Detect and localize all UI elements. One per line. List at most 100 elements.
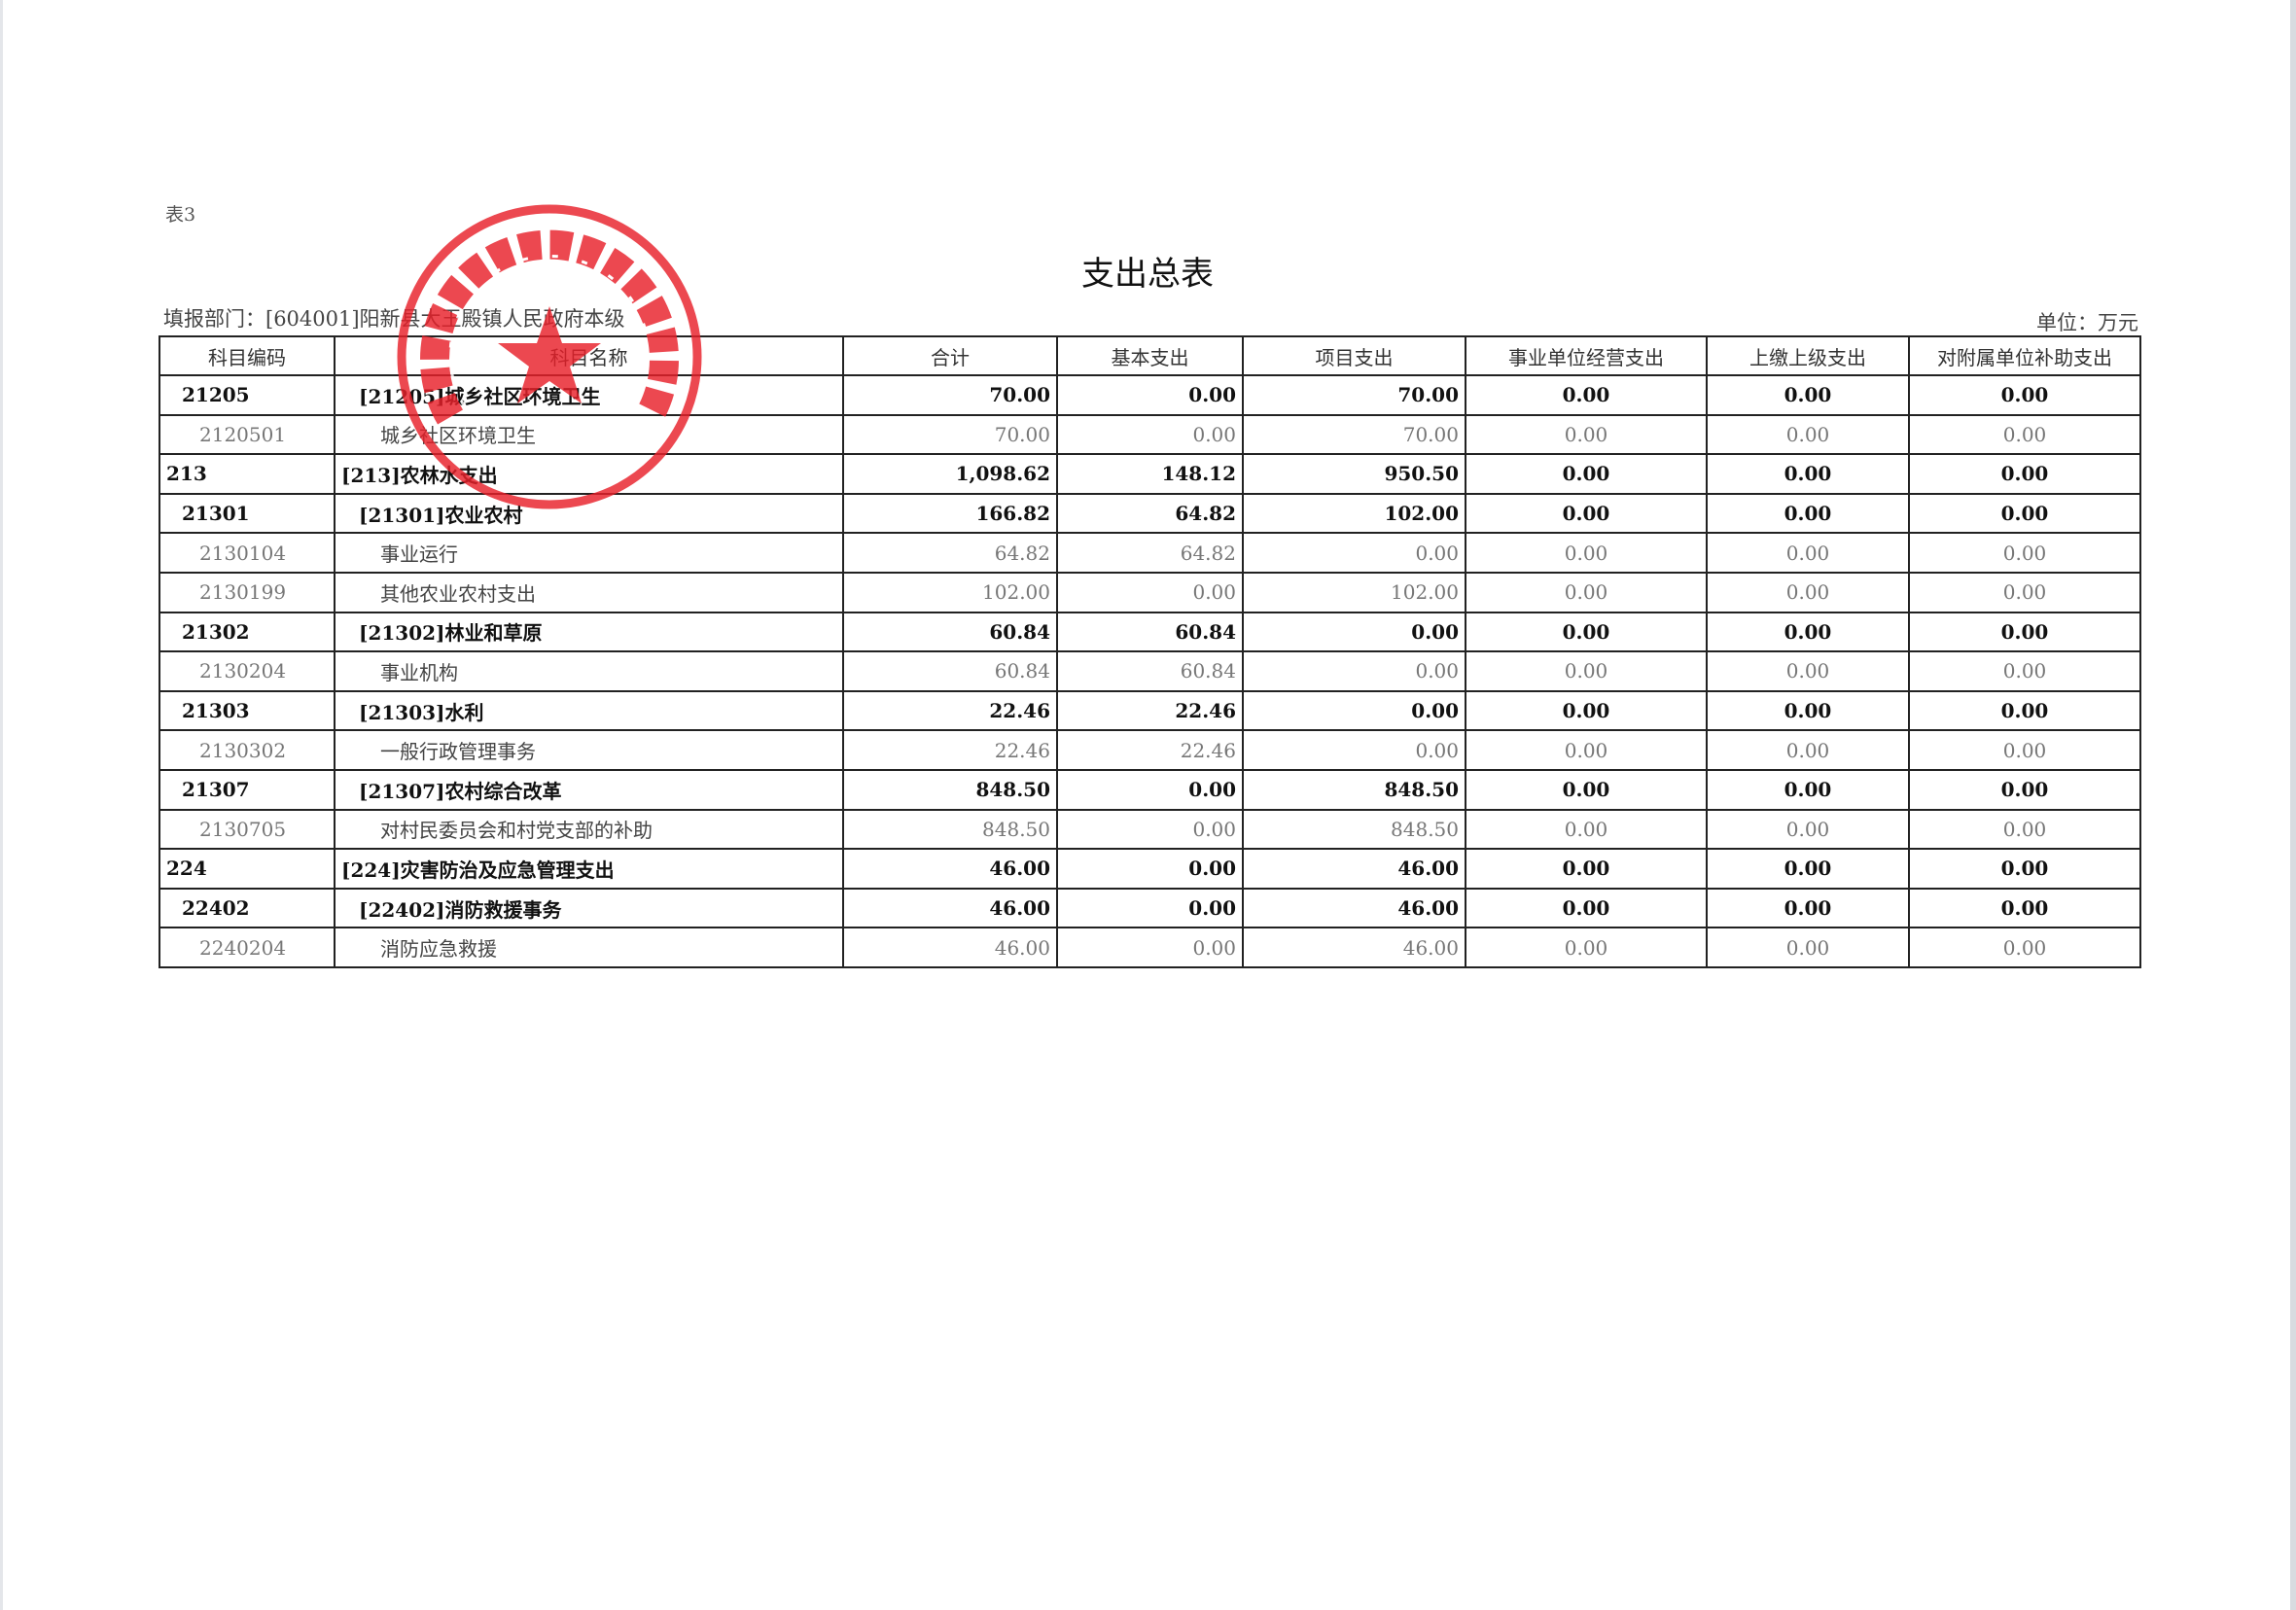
cell-project: 0.00: [1242, 611, 1466, 653]
cell-biz: 0.00: [1465, 768, 1708, 811]
cell-basic: 60.84: [1056, 611, 1244, 653]
header-basic: 基本支出: [1056, 335, 1244, 376]
cell-sub: 0.00: [1908, 453, 2141, 495]
table-number: 表3: [165, 204, 196, 226]
cell-basic: 0.00: [1056, 848, 1244, 890]
cell-total: 166.82: [842, 492, 1058, 535]
cell-basic: 60.84: [1056, 650, 1244, 692]
table-row: 2130104 事业运行 64.82 64.82 0.00 0.00 0.00 0.00: [159, 532, 2141, 574]
cell-sub: 0.00: [1908, 887, 2141, 929]
cell-code: 2130302: [159, 729, 336, 771]
cell-upper: 0.00: [1706, 611, 1910, 653]
cell-name: [21307]农村综合改革: [334, 768, 844, 811]
cell-sub: 0.00: [1908, 650, 2141, 692]
title-text: 支出总表: [1081, 255, 1214, 294]
cell-sub: 0.00: [1908, 729, 2141, 771]
cell-name: 对村民委员会和村党支部的补助: [334, 808, 844, 851]
cell-upper: 0.00: [1706, 453, 1910, 495]
cell-project: 70.00: [1242, 413, 1466, 456]
cell-total: 848.50: [842, 768, 1058, 811]
cell-basic: 0.00: [1056, 571, 1244, 613]
cell-name: [21303]水利: [334, 689, 844, 732]
cell-upper: 0.00: [1706, 492, 1910, 535]
cell-total: 46.00: [842, 927, 1058, 968]
cell-sub: 0.00: [1908, 532, 2141, 574]
cell-sub: 0.00: [1908, 689, 2141, 732]
header-name: 科目名称: [334, 335, 844, 376]
cell-total: 22.46: [842, 729, 1058, 771]
scan-edge: [0, 0, 3, 1610]
cell-name: 消防应急救援: [334, 927, 844, 968]
cell-basic: 148.12: [1056, 453, 1244, 495]
table-row: 2130204 事业机构 60.84 60.84 0.00 0.00 0.00 0.00: [159, 650, 2141, 692]
cell-total: 60.84: [842, 611, 1058, 653]
cell-upper: 0.00: [1706, 729, 1910, 771]
cell-total: 60.84: [842, 650, 1058, 692]
header-project: 项目支出: [1242, 335, 1466, 376]
cell-upper: 0.00: [1706, 571, 1910, 613]
cell-sub: 0.00: [1908, 768, 2141, 811]
cell-name: 其他农业农村支出: [334, 571, 844, 613]
cell-basic: 0.00: [1056, 768, 1244, 811]
cell-code: 21307: [159, 768, 336, 811]
table-row: 213 [213]农林水支出 1,098.62 148.12 950.50 0.00 0.0…: [159, 453, 2141, 495]
cell-basic: 0.00: [1056, 808, 1244, 851]
cell-project: 0.00: [1242, 650, 1466, 692]
table-row: 2130302 一般行政管理事务 22.46 22.46 0.00 0.00 0.00 0.0…: [159, 729, 2141, 771]
header-upper: 上缴上级支出: [1706, 335, 1910, 376]
cell-project: 46.00: [1242, 848, 1466, 890]
cell-biz: 0.00: [1465, 848, 1708, 890]
table-row: 22402 [22402]消防救援事务 46.00 0.00 46.00 0.00 0.00…: [159, 887, 2141, 929]
cell-total: 46.00: [842, 848, 1058, 890]
cell-project: 950.50: [1242, 453, 1466, 495]
cell-code: 2130104: [159, 532, 336, 574]
cell-project: 0.00: [1242, 729, 1466, 771]
cell-basic: 0.00: [1056, 413, 1244, 456]
cell-total: 64.82: [842, 532, 1058, 574]
cell-basic: 0.00: [1056, 374, 1244, 416]
cell-basic: 64.82: [1056, 532, 1244, 574]
header-code: 科目编码: [159, 335, 336, 376]
cell-code: 21301: [159, 492, 336, 535]
cell-biz: 0.00: [1465, 689, 1708, 732]
header-business: 事业单位经营支出: [1465, 335, 1708, 376]
cell-biz: 0.00: [1465, 808, 1708, 851]
table-row: 21303 [21303]水利 22.46 22.46 0.00 0.00 0.00 0.00: [159, 689, 2141, 732]
page-title: 支出总表: [953, 247, 1342, 295]
cell-code: 22402: [159, 887, 336, 929]
table-row: 2240204 消防应急救援 46.00 0.00 46.00 0.00 0.00 0.00: [159, 927, 2141, 968]
table-row: 21205 [21205]城乡社区环境卫生 70.00 0.00 70.00 0.00 0.…: [159, 374, 2141, 416]
cell-code: 21205: [159, 374, 336, 416]
reporting-department: 填报部门：[604001]阳新县大王殿镇人民政府本级: [163, 307, 625, 331]
cell-sub: 0.00: [1908, 611, 2141, 653]
cell-project: 102.00: [1242, 571, 1466, 613]
cell-code: 21302: [159, 611, 336, 653]
cell-code: 2120501: [159, 413, 336, 456]
cell-total: 70.00: [842, 413, 1058, 456]
cell-name: [213]农林水支出: [334, 453, 844, 495]
cell-sub: 0.00: [1908, 492, 2141, 535]
cell-basic: 64.82: [1056, 492, 1244, 535]
cell-sub: 0.00: [1908, 848, 2141, 890]
cell-project: 848.50: [1242, 768, 1466, 811]
header-total: 合计: [842, 335, 1058, 376]
header-subsidy: 对附属单位补助支出: [1908, 335, 2141, 376]
cell-name: 城乡社区环境卫生: [334, 413, 844, 456]
cell-basic: 22.46: [1056, 729, 1244, 771]
cell-project: 46.00: [1242, 927, 1466, 968]
cell-upper: 0.00: [1706, 927, 1910, 968]
cell-biz: 0.00: [1465, 492, 1708, 535]
table-row: 2130199 其他农业农村支出 102.00 0.00 102.00 0.00 0.00 0…: [159, 571, 2141, 613]
cell-biz: 0.00: [1465, 650, 1708, 692]
cell-total: 22.46: [842, 689, 1058, 732]
cell-biz: 0.00: [1465, 611, 1708, 653]
cell-project: 102.00: [1242, 492, 1466, 535]
cell-name: 事业运行: [334, 532, 844, 574]
cell-basic: 0.00: [1056, 887, 1244, 929]
cell-code: 224: [159, 848, 336, 890]
cell-name: [21302]林业和草原: [334, 611, 844, 653]
cell-upper: 0.00: [1706, 650, 1910, 692]
cell-sub: 0.00: [1908, 413, 2141, 456]
scan-edge: [2290, 0, 2296, 1610]
cell-basic: 22.46: [1056, 689, 1244, 732]
